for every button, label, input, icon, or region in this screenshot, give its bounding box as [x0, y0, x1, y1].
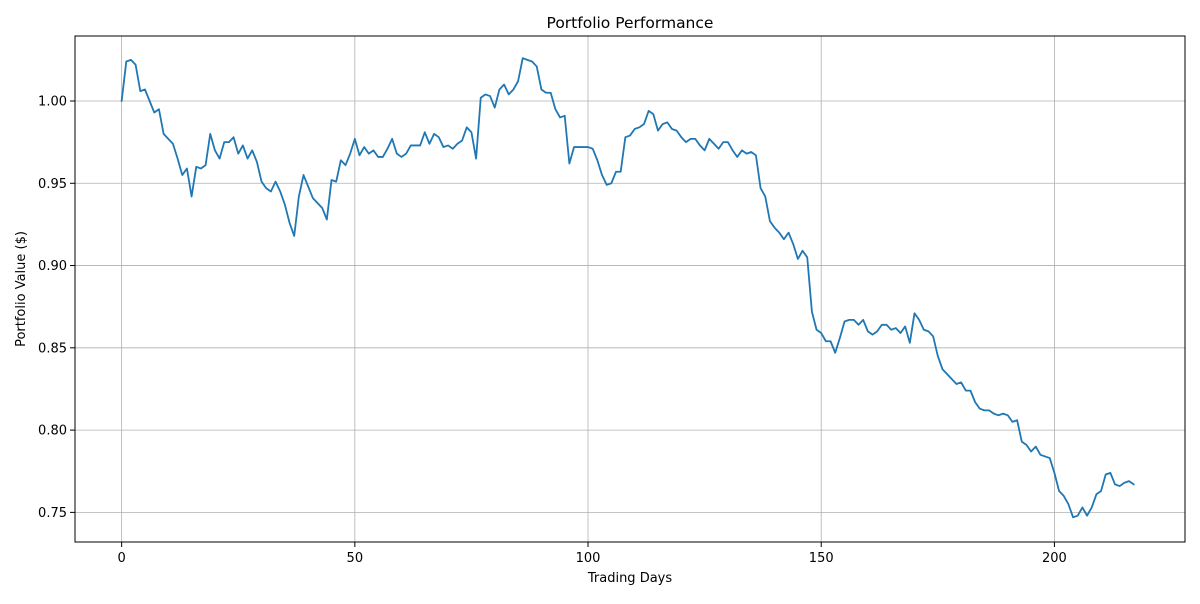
y-tick-label: 1.00: [38, 94, 67, 109]
grid-layer: [75, 36, 1185, 542]
plot-frame: [74, 35, 1186, 543]
chart-title: Portfolio Performance: [547, 14, 714, 32]
x-tick-label: 100: [576, 551, 601, 566]
y-tick-label: 0.90: [38, 259, 67, 274]
y-tick-label: 0.80: [38, 424, 67, 439]
x-tick-label: 200: [1042, 551, 1067, 566]
portfolio-value-line: [120, 57, 1135, 519]
y-tick-label: 0.85: [38, 341, 67, 356]
y-tick-label: 0.95: [38, 177, 67, 192]
series-layer: [120, 57, 1135, 519]
x-tick-label: 150: [809, 551, 834, 566]
y-tick-label: 0.75: [38, 506, 67, 521]
x-tick-label: 50: [347, 551, 364, 566]
y-axis-label: Portfolio Value ($): [14, 231, 29, 347]
x-axis-label: Trading Days: [587, 571, 672, 586]
tick-layer: 0 50 100 150 200 0.75 0.80 0.85 0.90 0.95 1.00: [38, 94, 1067, 566]
x-tick-label: 0: [117, 551, 125, 566]
